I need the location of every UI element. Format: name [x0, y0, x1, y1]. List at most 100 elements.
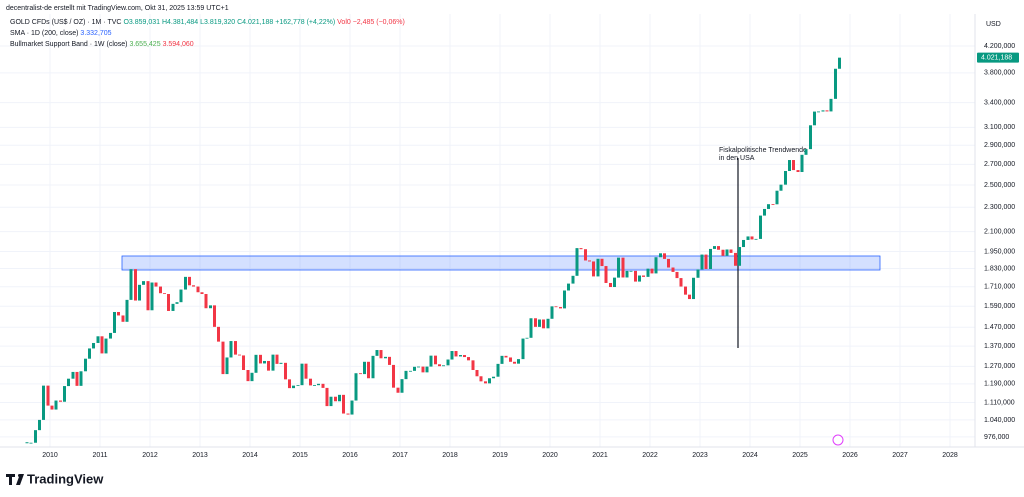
candle-body: [363, 361, 366, 375]
currency: USD: [986, 21, 1001, 28]
candle-body: [192, 285, 195, 287]
y-tick-label: 1.950,000: [984, 248, 1015, 255]
candle-body: [767, 204, 770, 209]
candle-body: [59, 400, 62, 402]
candle-body: [488, 378, 491, 384]
y-tick-label: 1.470,000: [984, 324, 1015, 331]
candle-body: [717, 246, 720, 250]
legend-sma: SMA · 1D (200, close) 3.332,705: [10, 30, 112, 37]
candle-body: [459, 355, 462, 357]
candle-body: [38, 419, 41, 431]
candle-body: [550, 306, 554, 319]
candle-body: [600, 258, 604, 267]
candle-body: [117, 311, 120, 316]
x-tick-label: 2010: [42, 452, 58, 459]
candle-body: [829, 98, 833, 112]
annotation: Fiskalpolitische Trendwende in den USA: [719, 147, 807, 162]
candle-body: [346, 413, 350, 415]
candle-body: [200, 292, 204, 295]
candle-body: [29, 442, 33, 444]
y-tick-label: 1.190,000: [984, 381, 1015, 388]
candle-body: [696, 269, 700, 278]
candle-body: [692, 277, 695, 300]
candle-body: [596, 258, 600, 277]
candle-body: [529, 318, 533, 338]
band-value: 3.655,425: [129, 41, 160, 48]
band-name: Bullmarket Support Band · 1W (close): [10, 41, 128, 48]
candle-body: [79, 371, 83, 386]
candle-body: [375, 350, 379, 356]
candle-body: [567, 283, 570, 291]
candle-body: [679, 278, 683, 287]
x-tick-label: 2027: [892, 452, 908, 459]
candle-body: [625, 270, 629, 278]
candle-body: [384, 356, 387, 359]
candle-body: [317, 383, 320, 386]
candle-body: [704, 254, 708, 269]
y-tick-label: 976,000: [984, 434, 1009, 441]
candle-body: [684, 286, 687, 295]
x-tick-label: 2021: [592, 452, 608, 459]
candle-body: [159, 286, 162, 294]
candle-body: [400, 379, 404, 393]
candle-body: [304, 363, 308, 379]
sma-value: 3.332,705: [80, 30, 111, 37]
candle-body: [63, 386, 66, 402]
candle-body: [425, 366, 429, 373]
candle-body: [763, 208, 766, 216]
candle-body: [438, 364, 441, 367]
candle-body: [392, 364, 395, 388]
candle-body: [775, 190, 779, 205]
candle-body: [188, 276, 191, 286]
candle-body: [313, 385, 316, 386]
candle-body: [671, 267, 675, 272]
candle-body: [750, 236, 754, 240]
candle-body: [71, 371, 75, 379]
candle-body: [588, 260, 591, 262]
candle-body: [779, 184, 783, 191]
candle-body: [342, 394, 345, 414]
candle-body: [104, 338, 108, 354]
candle-body: [759, 215, 762, 239]
candle-body: [379, 350, 383, 359]
candle-body: [321, 383, 325, 388]
candle-body: [517, 359, 520, 364]
candle-body: [42, 385, 45, 420]
candle-body: [354, 373, 358, 401]
annotation-line-1: Fiskalpolitische Trendwende: [719, 147, 807, 154]
candle-body: [492, 376, 495, 379]
candle-body: [746, 236, 750, 240]
candle-body: [713, 246, 716, 249]
candle-body: [292, 385, 295, 389]
x-tick-label: 2023: [692, 452, 708, 459]
candle-body: [788, 160, 791, 171]
y-tick-label: 1.590,000: [984, 303, 1015, 310]
candle-body: [67, 378, 70, 387]
candle-body: [813, 111, 816, 126]
candle-body: [338, 394, 341, 402]
candle-body: [371, 355, 375, 379]
candle-body: [646, 268, 650, 277]
candle-body: [542, 319, 545, 329]
candle-body: [100, 336, 104, 354]
candle-body: [725, 249, 729, 256]
candle-body: [738, 247, 741, 266]
x-tick-label: 2028: [942, 452, 958, 459]
candle-body: [125, 299, 129, 322]
candle-body: [454, 351, 458, 357]
x-tick-label: 2014: [242, 452, 258, 459]
candle-body: [167, 294, 170, 311]
candle-body: [271, 354, 275, 371]
candle-body: [796, 170, 800, 173]
candle-body: [754, 238, 758, 240]
candle-body: [204, 294, 208, 309]
candle-body: [650, 268, 654, 274]
candle-body: [46, 385, 50, 406]
candle-body: [254, 354, 258, 373]
x-tick-label: 2013: [192, 452, 208, 459]
last-price-box: [977, 52, 1019, 63]
y-tick-label: 2.300,000: [984, 204, 1015, 211]
x-tick-label: 2022: [642, 452, 658, 459]
candle-body: [463, 355, 466, 358]
